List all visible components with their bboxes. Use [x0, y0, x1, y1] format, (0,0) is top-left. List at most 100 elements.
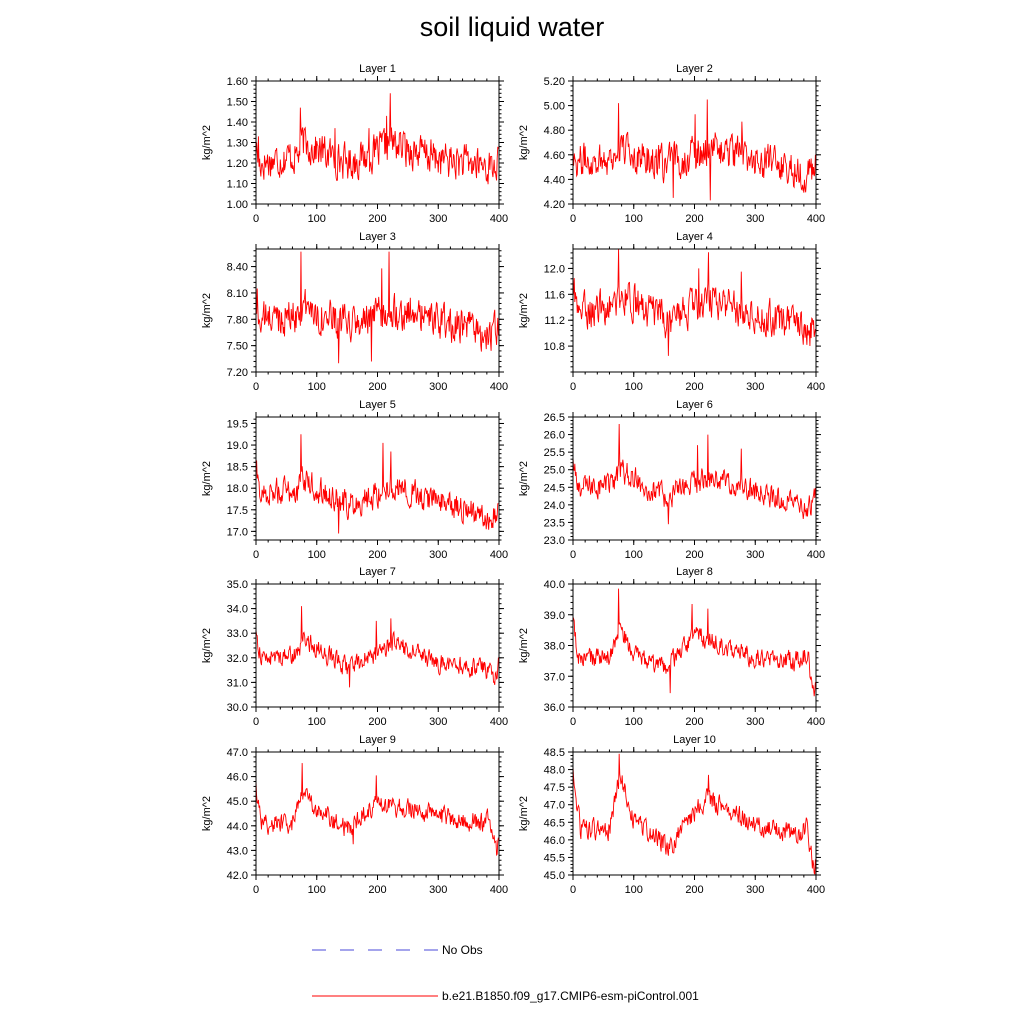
series-line — [255, 93, 499, 185]
y-tick-label: 11.6 — [544, 289, 565, 301]
x-tick-label: 300 — [746, 381, 764, 393]
x-tick-label: 100 — [308, 884, 326, 896]
x-tick-label: 0 — [253, 549, 259, 561]
y-tick-label: 47.0 — [227, 747, 248, 759]
y-tick-label: 46.0 — [544, 835, 565, 847]
panel-title: Layer 2 — [676, 63, 713, 75]
y-tick-label: 7.50 — [227, 341, 248, 353]
y-axis-label: kg/m^2 — [201, 628, 213, 663]
panel-title: Layer 6 — [676, 399, 713, 411]
x-tick-label: 200 — [685, 381, 703, 393]
x-tick-label: 100 — [308, 716, 326, 728]
x-tick-label: 400 — [490, 884, 508, 896]
y-tick-label: 39.0 — [544, 610, 565, 622]
x-tick-label: 0 — [253, 884, 259, 896]
y-axis-label: kg/m^2 — [518, 293, 530, 328]
y-tick-label: 12.0 — [544, 263, 565, 275]
x-tick-label: 100 — [308, 381, 326, 393]
y-tick-label: 26.5 — [544, 412, 565, 424]
x-tick-label: 200 — [685, 549, 703, 561]
x-tick-label: 400 — [490, 549, 508, 561]
y-axis-label: kg/m^2 — [518, 461, 530, 496]
y-tick-label: 33.0 — [227, 628, 248, 640]
series-line — [255, 763, 499, 857]
y-tick-label: 23.5 — [544, 517, 565, 529]
panel-title: Layer 1 — [359, 63, 396, 75]
x-tick-label: 0 — [253, 716, 259, 728]
panel-4: Layer 4 kg/m^2 0 100 200 300 400 10.8 11.2 11.6 12… — [518, 231, 825, 393]
series-line — [572, 588, 816, 697]
x-tick-label: 200 — [685, 716, 703, 728]
y-axis-label: kg/m^2 — [518, 125, 530, 160]
x-tick-label: 200 — [368, 381, 386, 393]
x-tick-label: 0 — [570, 716, 576, 728]
y-axis-label: kg/m^2 — [201, 796, 213, 831]
x-tick-label: 100 — [308, 549, 326, 561]
y-tick-label: 47.0 — [544, 800, 565, 812]
y-tick-label: 35.0 — [227, 579, 248, 591]
plot-frame — [255, 751, 500, 876]
y-tick-label: 8.40 — [227, 262, 248, 274]
series-line — [572, 99, 816, 201]
chart-title: soil liquid water — [419, 12, 605, 42]
y-tick-label: 37.0 — [544, 671, 565, 683]
panel-title: Layer 3 — [359, 231, 396, 243]
plot-frame — [255, 583, 500, 708]
panel-title: Layer 5 — [359, 399, 396, 411]
y-tick-label: 25.0 — [544, 465, 565, 477]
x-tick-label: 0 — [253, 381, 259, 393]
x-tick-label: 200 — [368, 213, 386, 225]
x-tick-label: 300 — [746, 716, 764, 728]
x-tick-label: 200 — [368, 549, 386, 561]
y-tick-label: 1.40 — [227, 117, 248, 129]
y-tick-label: 1.10 — [227, 179, 248, 191]
y-tick-label: 17.5 — [227, 505, 248, 517]
y-tick-label: 48.5 — [544, 747, 565, 759]
x-tick-label: 200 — [368, 884, 386, 896]
x-tick-label: 0 — [570, 549, 576, 561]
y-tick-label: 23.0 — [544, 535, 565, 547]
panel-6: Layer 6 kg/m^2 0 100 200 300 400 23.0 23.5 24.0 24… — [518, 399, 825, 561]
y-tick-label: 46.5 — [544, 817, 565, 829]
y-tick-label: 11.2 — [544, 315, 565, 327]
y-tick-label: 45.0 — [227, 796, 248, 808]
y-tick-label: 4.20 — [544, 199, 565, 211]
panel-5: Layer 5 kg/m^2 0 100 200 300 400 17.0 17.5 18.0 18… — [201, 399, 508, 561]
x-tick-label: 100 — [625, 381, 643, 393]
y-tick-label: 4.60 — [544, 150, 565, 162]
y-tick-label: 25.5 — [544, 447, 565, 459]
series-line — [572, 753, 816, 875]
panel-title: Layer 8 — [676, 566, 713, 578]
y-tick-label: 18.5 — [227, 462, 248, 474]
y-tick-label: 4.40 — [544, 174, 565, 186]
y-tick-label: 17.0 — [227, 526, 248, 538]
y-tick-label: 44.0 — [227, 821, 248, 833]
panel-7: Layer 7 kg/m^2 0 100 200 300 400 30.0 31.0 32.0 33… — [201, 566, 508, 728]
legend-no-obs-line — [312, 949, 438, 951]
y-tick-label: 46.0 — [227, 772, 248, 784]
y-tick-label: 1.50 — [227, 97, 248, 109]
y-axis-label: kg/m^2 — [201, 293, 213, 328]
y-tick-label: 5.00 — [544, 101, 565, 113]
panel-title: Layer 4 — [676, 231, 713, 243]
y-tick-label: 4.80 — [544, 125, 565, 137]
legend-no-obs-label: No Obs — [442, 943, 483, 957]
panel-3: Layer 3 kg/m^2 0 100 200 300 400 7.20 7.50 7.80 8.… — [201, 231, 508, 393]
y-tick-label: 43.0 — [227, 845, 248, 857]
plot-frame — [572, 583, 817, 708]
panel-title: Layer 10 — [673, 734, 716, 746]
series-line — [255, 251, 499, 364]
x-tick-label: 0 — [570, 381, 576, 393]
x-tick-label: 100 — [308, 213, 326, 225]
x-tick-label: 300 — [429, 549, 447, 561]
series-line — [572, 424, 816, 525]
y-tick-label: 18.0 — [227, 483, 248, 495]
y-tick-label: 8.10 — [227, 288, 248, 300]
x-tick-label: 300 — [429, 884, 447, 896]
y-tick-label: 40.0 — [544, 579, 565, 591]
x-tick-label: 400 — [807, 549, 825, 561]
panel-1: Layer 1 kg/m^2 0 100 200 300 400 1.00 1.10 1.20 1.… — [201, 63, 508, 225]
x-tick-label: 300 — [746, 549, 764, 561]
x-tick-label: 300 — [429, 213, 447, 225]
x-tick-label: 400 — [807, 213, 825, 225]
